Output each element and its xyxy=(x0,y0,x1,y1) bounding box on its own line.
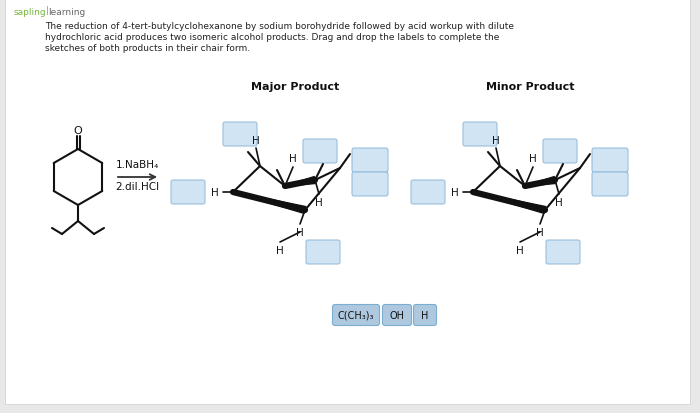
Text: sapling: sapling xyxy=(14,8,47,17)
FancyBboxPatch shape xyxy=(411,180,445,204)
FancyBboxPatch shape xyxy=(592,149,628,173)
Text: C(CH₃)₃: C(CH₃)₃ xyxy=(337,310,374,320)
Text: H: H xyxy=(211,188,219,197)
FancyBboxPatch shape xyxy=(352,149,388,173)
Text: H: H xyxy=(421,310,428,320)
Text: H: H xyxy=(555,197,563,207)
FancyBboxPatch shape xyxy=(332,305,379,326)
Text: hydrochloric acid produces two isomeric alcohol products. Drag and drop the labe: hydrochloric acid produces two isomeric … xyxy=(45,33,499,42)
Text: H: H xyxy=(315,197,323,207)
Text: learning: learning xyxy=(48,8,85,17)
FancyBboxPatch shape xyxy=(171,180,205,204)
Text: H: H xyxy=(451,188,459,197)
Text: H: H xyxy=(276,245,284,255)
FancyBboxPatch shape xyxy=(463,123,497,147)
Text: 1.NaBH₄: 1.NaBH₄ xyxy=(116,159,159,170)
Text: H: H xyxy=(252,136,260,146)
FancyBboxPatch shape xyxy=(543,140,577,164)
Text: 2.dil.HCl: 2.dil.HCl xyxy=(116,182,160,192)
Text: OH: OH xyxy=(389,310,405,320)
Text: H: H xyxy=(296,228,304,237)
Text: O: O xyxy=(74,126,83,136)
FancyBboxPatch shape xyxy=(352,173,388,197)
Text: H: H xyxy=(516,245,524,255)
Text: H: H xyxy=(289,154,297,164)
FancyBboxPatch shape xyxy=(592,173,628,197)
Polygon shape xyxy=(285,177,316,187)
FancyBboxPatch shape xyxy=(223,123,257,147)
Text: H: H xyxy=(536,228,544,237)
FancyBboxPatch shape xyxy=(546,240,580,264)
Text: The reduction of 4-tert-butylcyclohexanone by sodium borohydride followed by aci: The reduction of 4-tert-butylcyclohexano… xyxy=(45,22,514,31)
Text: H: H xyxy=(529,154,537,164)
Polygon shape xyxy=(473,192,546,214)
Text: Minor Product: Minor Product xyxy=(486,82,574,92)
FancyBboxPatch shape xyxy=(414,305,437,326)
FancyBboxPatch shape xyxy=(303,140,337,164)
Text: H: H xyxy=(492,136,500,146)
FancyBboxPatch shape xyxy=(382,305,412,326)
FancyBboxPatch shape xyxy=(306,240,340,264)
FancyBboxPatch shape xyxy=(5,0,690,404)
Polygon shape xyxy=(525,177,556,187)
Polygon shape xyxy=(233,192,306,214)
Text: Major Product: Major Product xyxy=(251,82,339,92)
Text: sketches of both products in their chair form.: sketches of both products in their chair… xyxy=(45,44,250,53)
